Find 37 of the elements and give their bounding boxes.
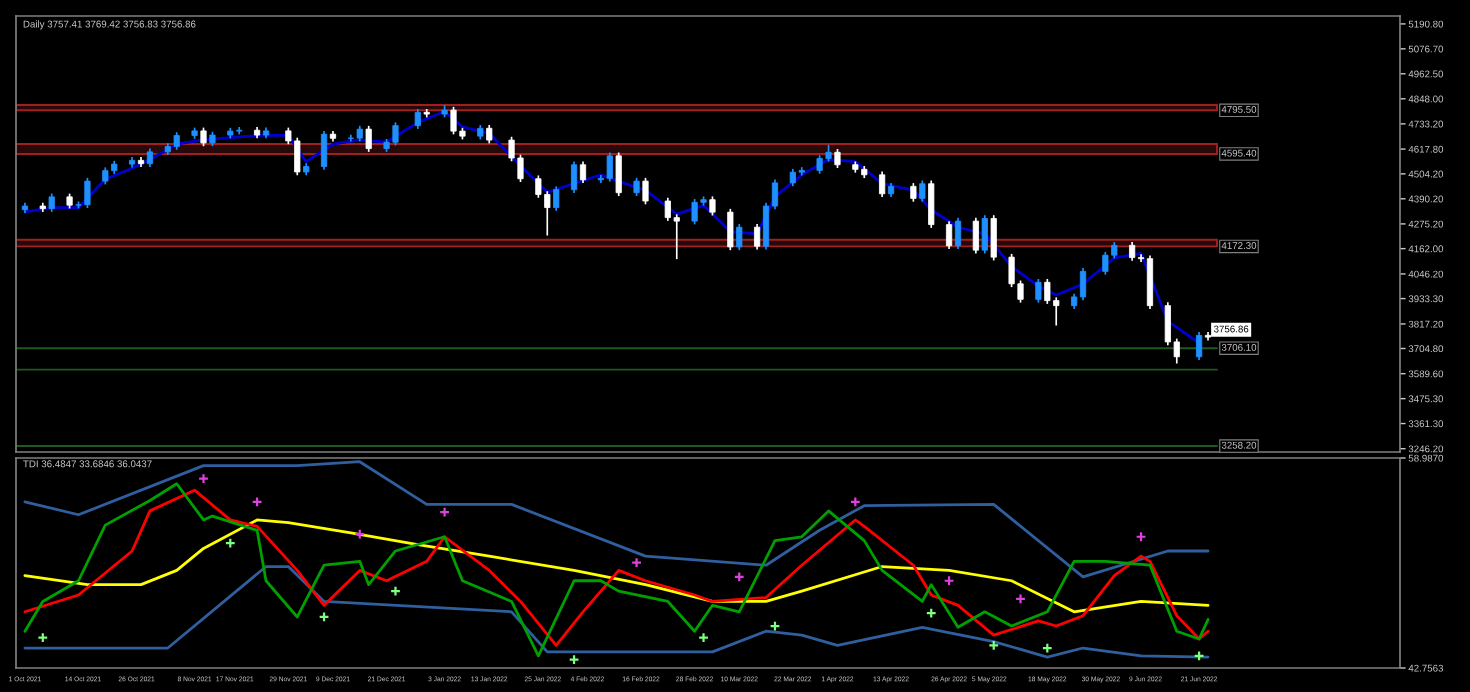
line-series <box>23 460 1210 579</box>
candlestick <box>615 151 622 197</box>
candlestick <box>928 179 935 229</box>
candlestick <box>879 170 886 198</box>
candlestick <box>414 108 421 130</box>
candlestick <box>727 208 734 251</box>
candlestick <box>754 223 761 251</box>
candlestick <box>633 177 640 197</box>
candlestick <box>919 179 926 203</box>
candlestick <box>1035 278 1042 304</box>
candlestick <box>1146 254 1154 310</box>
candlestick <box>981 214 988 255</box>
candlestick <box>553 185 560 212</box>
candlestick <box>954 217 962 250</box>
candlestick <box>570 160 578 194</box>
candlestick <box>709 195 716 217</box>
candlestick <box>1079 267 1087 302</box>
candlestick <box>736 223 743 251</box>
candlestick <box>606 151 613 183</box>
line-series <box>23 110 1201 345</box>
candlestick <box>320 130 328 171</box>
candlestick <box>910 182 917 203</box>
candlestick <box>200 126 207 148</box>
candlestick <box>486 124 493 145</box>
candlestick <box>642 177 649 206</box>
candlestick <box>1196 331 1203 361</box>
line-series <box>23 518 1210 614</box>
candlestick <box>48 192 55 213</box>
candlestick <box>990 214 997 262</box>
candlestick <box>1129 241 1136 262</box>
candlestick <box>834 148 841 169</box>
candlestick <box>146 147 154 168</box>
candlestick <box>945 220 953 250</box>
candlestick <box>579 160 587 184</box>
candlestick <box>972 217 979 255</box>
candlestick <box>365 125 372 153</box>
line-series <box>23 565 1210 659</box>
